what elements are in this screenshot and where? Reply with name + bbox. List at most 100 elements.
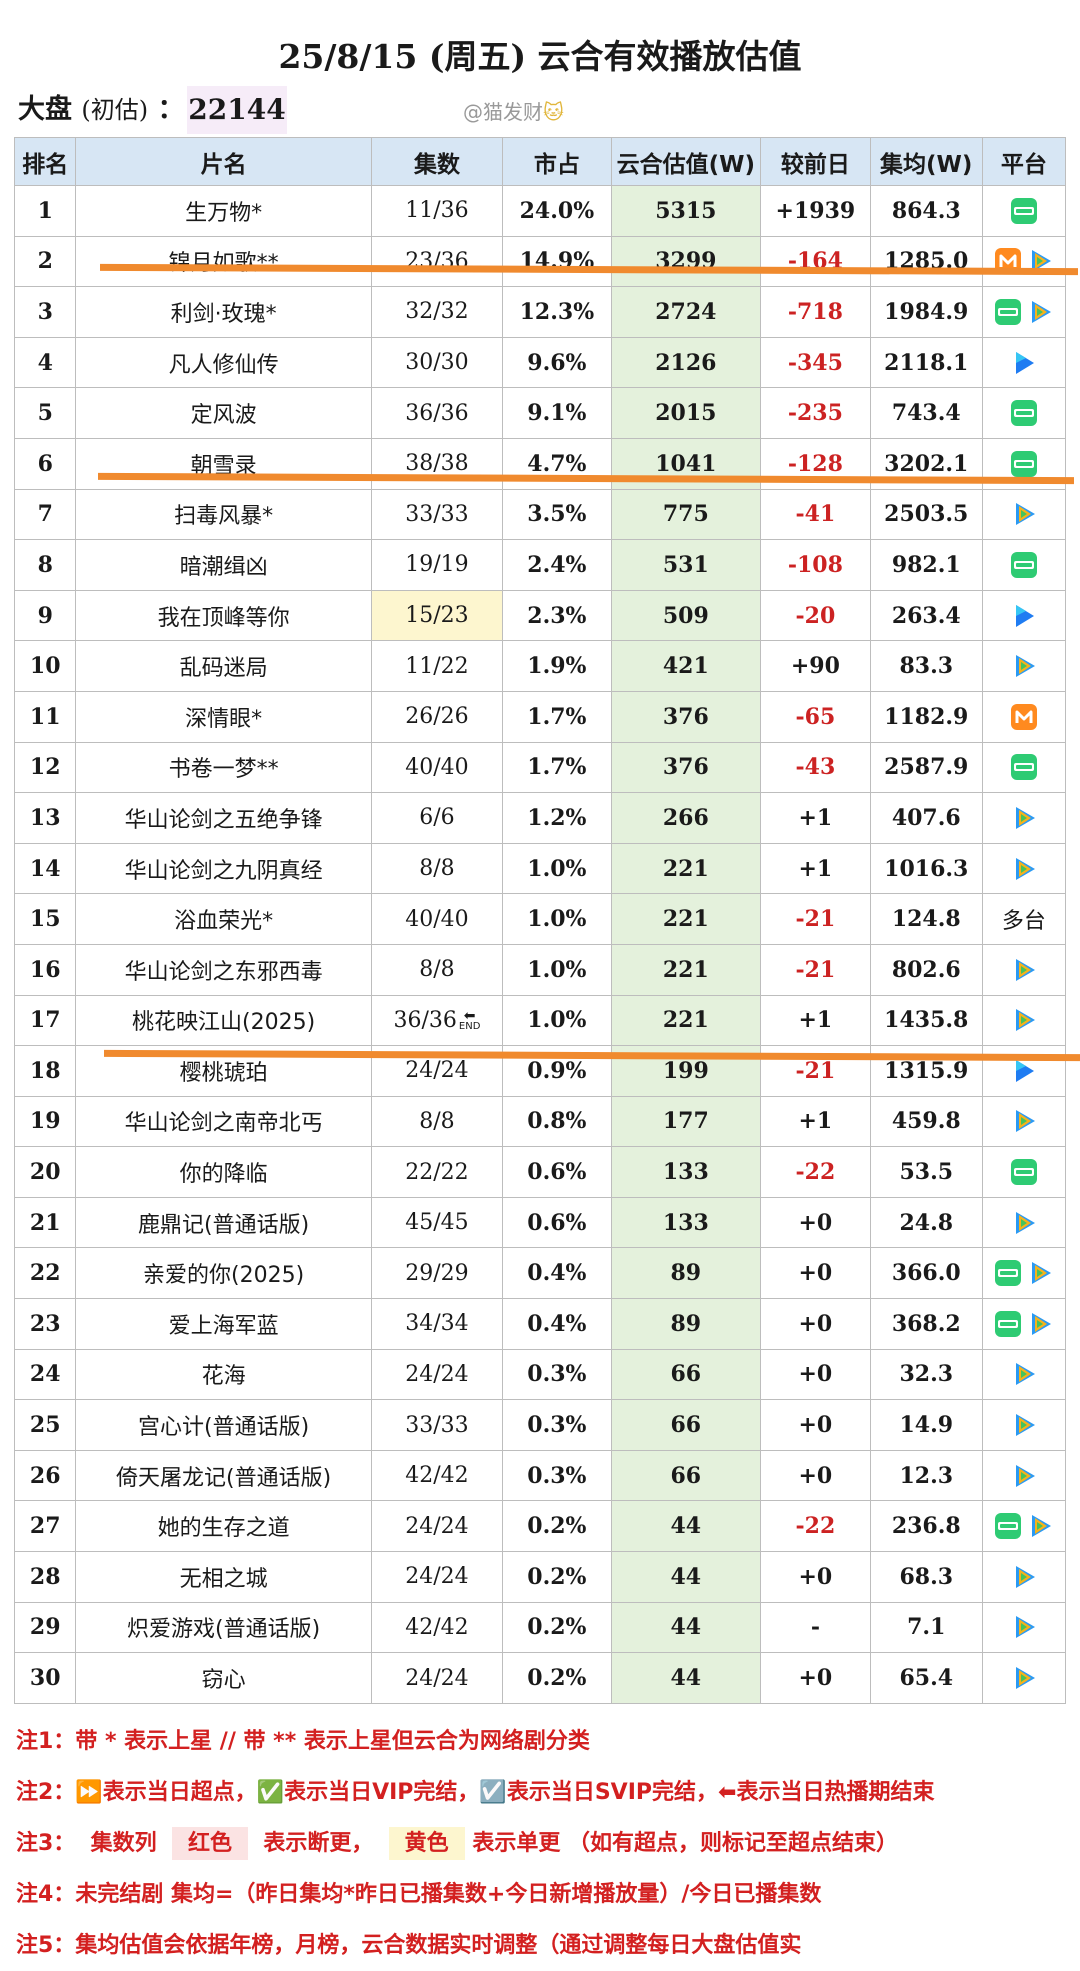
page-title: 25/8/15 (周五) 云合有效播放估值 [278,37,802,76]
share-cell: 0.6% [502,1146,612,1198]
platform-cell [981,1449,1067,1502]
platform-cell [981,842,1067,895]
value-cell: 44 [610,1500,762,1553]
table-row: 19 华山论剑之南帝北丐 8/8 0.8% 177 +1 459.8 [13,1095,1067,1148]
episodes-cell: 6/6 [370,792,504,844]
platform-icons [1010,450,1038,478]
avg-cell: 12.3 [869,1449,983,1502]
platform-cell [981,286,1067,338]
platform-icons [1010,1360,1038,1388]
table-row: 28 无相之城 24/24 0.2% 44 +0 68.3 [13,1551,1067,1603]
note-3-red: 红色 [171,1827,248,1860]
change-cell: +1 [760,792,871,844]
platform-cell [981,387,1067,439]
title-cell: 利剑·玫瑰* [75,286,372,338]
episodes-cell: 8/8 [370,842,504,895]
platform-icons [1010,1006,1038,1034]
value-cell: 5315 [610,185,762,237]
note-5: 注5：集均估值会依据年榜，月榜，云合数据实时调整（通过调整每日大盘估值实 [16,1920,1066,1971]
table-row: 8 暗潮缉凶 19/19 2.4% 531 -108 982.1 [13,539,1067,591]
platform-cell [981,690,1067,743]
value-cell: 376 [610,690,762,743]
value-cell: 2126 [610,336,762,389]
title-cell: 乱码迷局 [75,640,372,692]
cat-icon: 🐱 [543,100,564,124]
platform-icons [1010,500,1038,528]
tencent-video-icon [1010,1411,1038,1439]
table-row: 10 乱码迷局 11/22 1.9% 421 +90 83.3 [13,640,1067,692]
episodes-cell: 23/36 [370,235,504,288]
episodes-cell: 24/24 [370,1500,504,1553]
youku-icon [1010,602,1038,630]
platform-cell [981,1146,1067,1198]
title-cell: 华山论剑之南帝北丐 [75,1095,372,1148]
title-cell: 花海 [75,1348,372,1401]
episodes-text: 24/24 [405,1361,469,1387]
platform-cell [981,589,1067,642]
avg-cell: 2118.1 [869,336,983,389]
rank-cell: 15 [13,893,77,945]
avg-cell: 124.8 [869,893,983,945]
share-cell: 0.4% [502,1298,612,1350]
value-cell: 133 [610,1146,762,1198]
note-3: 注3： 集数列 红色 表示断更， 黄色 表示单更 （如有超点，则标记至超点结束） [16,1818,1066,1869]
table-row: 30 窃心 24/24 0.2% 44 +0 65.4 [13,1652,1067,1704]
value-cell: 221 [610,943,762,996]
youku-icon [1010,349,1038,377]
note-3-b: 表示断更， [263,1831,374,1856]
title-cell: 浴血荣光* [75,893,372,945]
title-cell: 宫心计(普通话版) [75,1399,372,1451]
episodes-cell: 11/36 [370,185,504,237]
note-4-label: 注4： [16,1882,76,1907]
episodes-cell: 42/42 [370,1449,504,1502]
avg-cell: 802.6 [869,943,983,996]
rank-cell: 18 [13,1045,77,1097]
rank-cell: 13 [13,792,77,844]
note-4-text: 未完结剧 集均=（昨日集均*昨日已播集数+今日新增播放量）/今日已播集数 [75,1882,822,1907]
value-cell: 89 [610,1247,762,1300]
episodes-text: 30/30 [405,350,469,376]
rank-cell: 9 [13,589,77,642]
platform-cell [981,488,1067,541]
episodes-text: 11/36 [405,198,469,224]
note-2-text: ⏩表示当日超点，✅表示当日VIP完结，☑️表示当日SVIP完结，⬅表示当日热播期… [75,1780,935,1805]
rank-cell: 11 [13,690,77,743]
tencent-video-icon [1010,500,1038,528]
change-cell: -108 [760,539,871,591]
note-1-label: 注1： [16,1729,76,1754]
rank-cell: 28 [13,1551,77,1603]
tencent-video-icon [1010,1006,1038,1034]
rank-cell: 27 [13,1500,77,1553]
rank-cell: 19 [13,1095,77,1148]
avg-cell: 1016.3 [869,842,983,895]
note-1-text: 带 * 表示上星 // 带 ** 表示上星但云合为网络剧分类 [75,1729,590,1754]
episodes-text: 24/24 [405,1564,469,1590]
platform-cell [981,1298,1067,1350]
tencent-video-icon [1010,652,1038,680]
platform-icons [1010,1563,1038,1591]
episodes-cell: 33/33 [370,1399,504,1451]
title-cell: 朝雪录 [75,437,372,490]
avg-cell: 1984.9 [869,286,983,338]
iqiyi-icon [994,298,1022,326]
change-cell: +0 [760,1247,871,1300]
platform-cell [981,1399,1067,1451]
avg-cell: 982.1 [869,539,983,591]
tencent-video-icon [1026,298,1054,326]
episodes-cell: 8/8 [370,943,504,996]
market-label-colon: ： [157,94,185,125]
share-cell: 2.3% [502,589,612,642]
rank-cell: 4 [13,336,77,389]
platform-icons [1010,1209,1038,1237]
platform-icons [994,1310,1054,1338]
share-cell: 9.6% [502,336,612,389]
platform-icons [1010,1107,1038,1135]
share-cell: 0.2% [502,1500,612,1553]
episodes-text: 36/36 [405,400,469,426]
table-row: 29 炽爱游戏(普通话版) 42/42 0.2% 44-7.1 [13,1601,1067,1654]
platform-icons [1010,399,1038,427]
table-header-row: 排名 片名 集数 市占 云合估值(W) 较前日 集均(W) 平台 [13,137,1067,186]
change-cell: -20 [760,589,871,642]
header-episodes: 集数 [370,137,504,186]
episodes-cell: 40/40 [370,741,504,794]
